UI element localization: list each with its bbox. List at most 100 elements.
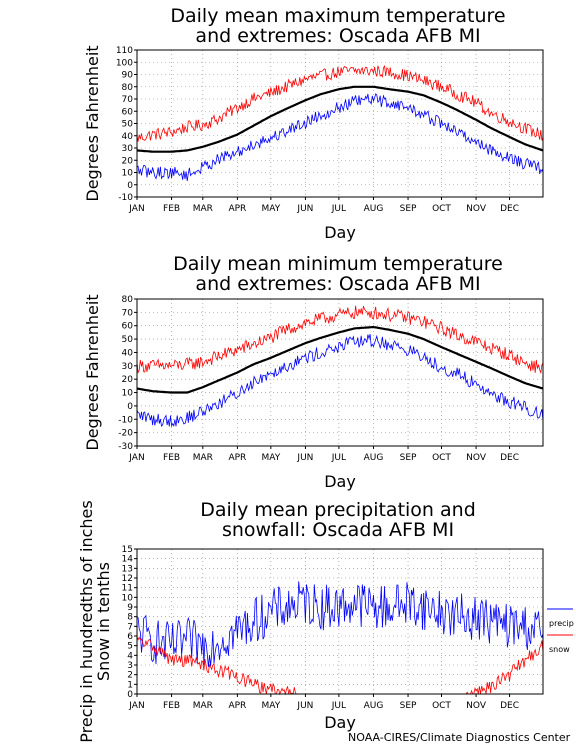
y-tick-label: 11 [122,584,133,594]
y-tick-label: 70 [122,95,134,105]
y-tick-label: 3 [127,661,133,671]
y-tick-label: 80 [122,83,134,93]
y-tick-label: 2 [127,671,133,681]
y-tick-label: 13 [122,564,133,574]
chart-title-line: snowfall: Oscada AFB MI [222,519,454,541]
chart-title-line: Daily mean precipitation and [200,499,476,521]
x-tick-label: FEB [163,204,180,214]
x-tick-label: JUL [331,204,346,214]
plot-frame [136,548,544,695]
x-tick-label: SEP [400,453,417,463]
series-line-max [136,305,544,375]
y-tick-label: 15 [122,545,133,555]
x-tick-label: AUG [364,453,384,463]
x-tick-label: NOV [466,204,487,214]
y-tick-label: -10 [118,193,133,203]
x-tick-label: MAR [193,204,213,214]
series-line-min [136,334,544,428]
y-tick-label: 20 [122,375,134,385]
x-tick-label: DEC [500,204,519,214]
x-tick-label: MAR [193,453,213,463]
y-tick-label: 14 [122,555,134,565]
y-tick-label: 9 [127,603,133,613]
x-tick-label: NOV [466,701,487,711]
y-tick-label: -30 [118,442,133,452]
plot-frame [136,298,544,447]
y-tick-label: 8 [127,613,133,623]
x-tick-label: MAY [261,204,280,214]
chart-title-line: Daily mean minimum temperature [173,253,503,275]
x-tick-label: JAN [128,453,144,463]
chart-title-line: Daily mean maximum temperature [170,5,505,27]
plot-frame [136,49,544,198]
y-tick-label: 60 [122,322,134,332]
y-tick-label: 1 [127,680,133,690]
legend-label-snow: snow [549,645,570,654]
y-tick-label: 70 [122,308,134,318]
x-tick-label: MAR [193,701,213,711]
x-tick-label: SEP [400,204,417,214]
x-tick-label: JAN [128,204,144,214]
y-tick-label: 90 [122,71,134,81]
series-line-precip [136,581,544,668]
y-tick-label: 50 [122,120,134,130]
legend: precip snow [547,608,574,654]
x-tick-label: JUN [296,204,313,214]
series-line-mean [136,85,544,153]
y-tick-label: 40 [122,348,134,358]
y-axis-label: Degrees Fahrenheit [83,294,102,450]
x-tick-label: APR [228,701,246,711]
x-tick-label: FEB [163,453,180,463]
y-tick-label: 50 [122,335,134,345]
series-line-mean [136,326,544,394]
y-tick-label: 40 [122,132,134,142]
x-tick-label: APR [228,204,246,214]
y-tick-label: 5 [127,642,133,652]
y-tick-label: 60 [122,107,134,117]
y-tick-label: 4 [127,651,133,661]
x-tick-label: NOV [466,453,487,463]
y-tick-label: 0 [127,181,133,191]
y-tick-label: 30 [122,144,134,154]
y-tick-label: 10 [122,169,134,179]
x-axis-label: Day [324,223,356,242]
y-tick-label: 0 [127,690,133,700]
y-axis-label: Precip in hundredths of inches [77,500,96,742]
credit-text: NOAA-CIRES/Climate Diagnostics Center [348,731,571,744]
y-tick-label: 20 [122,156,134,166]
y-tick-label: 30 [122,362,134,372]
y-tick-label: -10 [118,415,133,425]
x-tick-label: JUL [331,701,346,711]
x-tick-label: APR [228,453,246,463]
series-line-min [136,93,544,182]
x-tick-label: SEP [400,701,417,711]
y-axis-label: Snow in tenths [94,562,113,681]
y-tick-label: 10 [122,593,134,603]
x-tick-label: OCT [432,204,451,214]
y-tick-label: 100 [116,58,133,68]
y-tick-label: 12 [122,574,133,584]
y-tick-label: 10 [122,389,134,399]
x-tick-label: DEC [500,701,519,711]
x-tick-label: MAY [261,701,280,711]
x-tick-label: MAY [261,453,280,463]
x-axis-label: Day [324,472,356,491]
y-tick-label: 7 [127,622,133,632]
series-line-max [136,65,544,142]
x-axis-label: Day [324,713,356,732]
y-tick-label: 0 [127,402,133,412]
y-axis-label: Degrees Fahrenheit [83,45,102,201]
y-tick-label: 80 [122,295,134,305]
x-tick-label: AUG [364,701,384,711]
chart-title-line: and extremes: Oscada AFB MI [195,273,480,295]
x-tick-label: JUN [296,453,313,463]
y-tick-label: 110 [116,46,133,56]
y-tick-label: 6 [127,632,133,642]
x-tick-label: AUG [364,204,384,214]
chart-title-line: and extremes: Oscada AFB MI [195,25,480,47]
x-tick-label: JUN [296,701,313,711]
x-tick-label: FEB [163,701,180,711]
x-tick-label: OCT [432,701,451,711]
